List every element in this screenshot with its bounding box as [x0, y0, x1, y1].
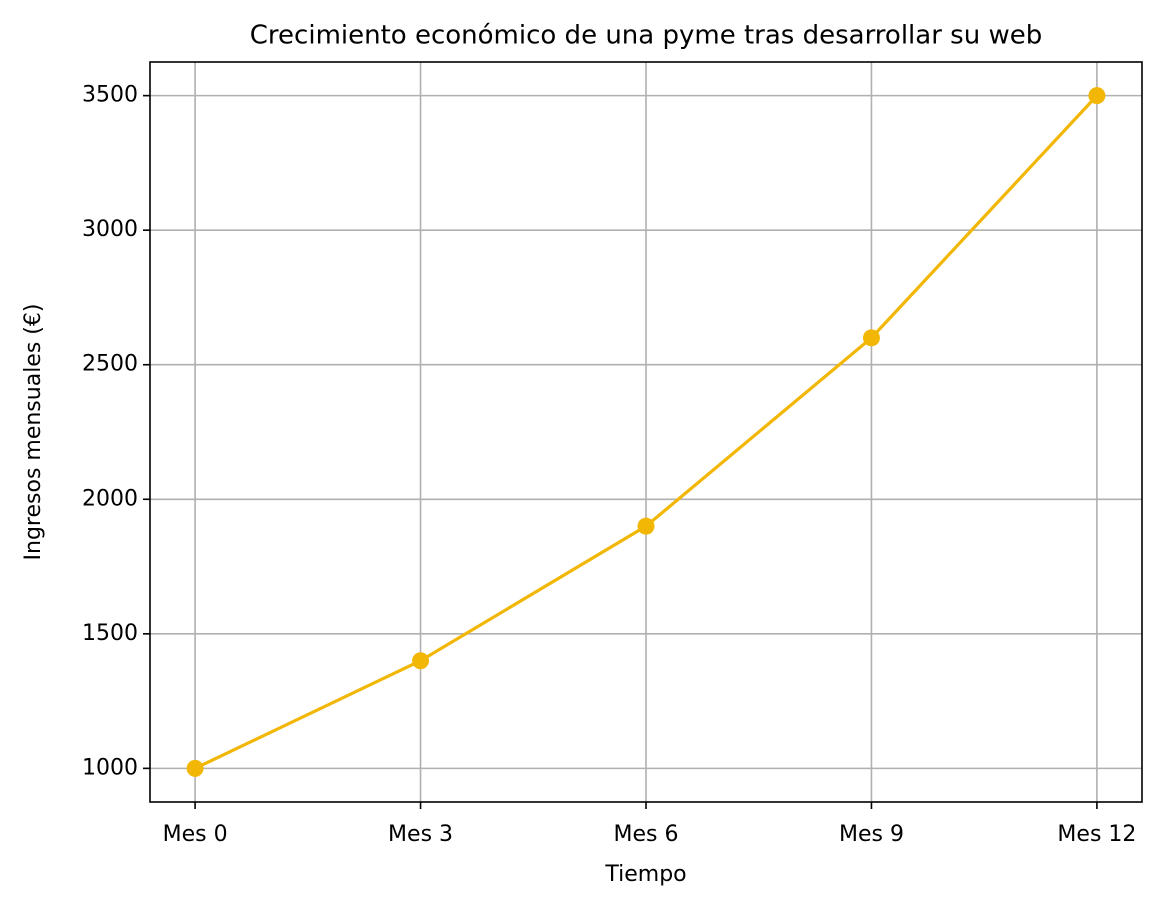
y-tick-label: 2500: [82, 352, 138, 377]
marker: [862, 329, 880, 347]
y-tick-label: 1000: [82, 755, 138, 780]
x-tick-label: Mes 9: [839, 822, 904, 847]
y-tick-label: 3000: [82, 217, 138, 242]
marker: [186, 759, 204, 777]
marker: [637, 517, 655, 535]
marker: [412, 652, 430, 670]
x-tick-label: Mes 0: [163, 822, 228, 847]
y-axis-label: Ingresos mensuales (€): [21, 304, 46, 561]
y-tick-label: 3500: [82, 83, 138, 108]
x-tick-label: Mes 3: [388, 822, 453, 847]
y-tick-label: 2000: [82, 486, 138, 511]
plot-frame: [149, 61, 1143, 803]
x-axis-label: Tiempo: [604, 862, 686, 887]
chart-title: Crecimiento económico de una pyme tras d…: [250, 21, 1042, 51]
x-tick-label: Mes 12: [1057, 822, 1136, 847]
x-tick-label: Mes 6: [614, 822, 679, 847]
marker: [1088, 87, 1106, 105]
y-tick-label: 1500: [82, 621, 138, 646]
